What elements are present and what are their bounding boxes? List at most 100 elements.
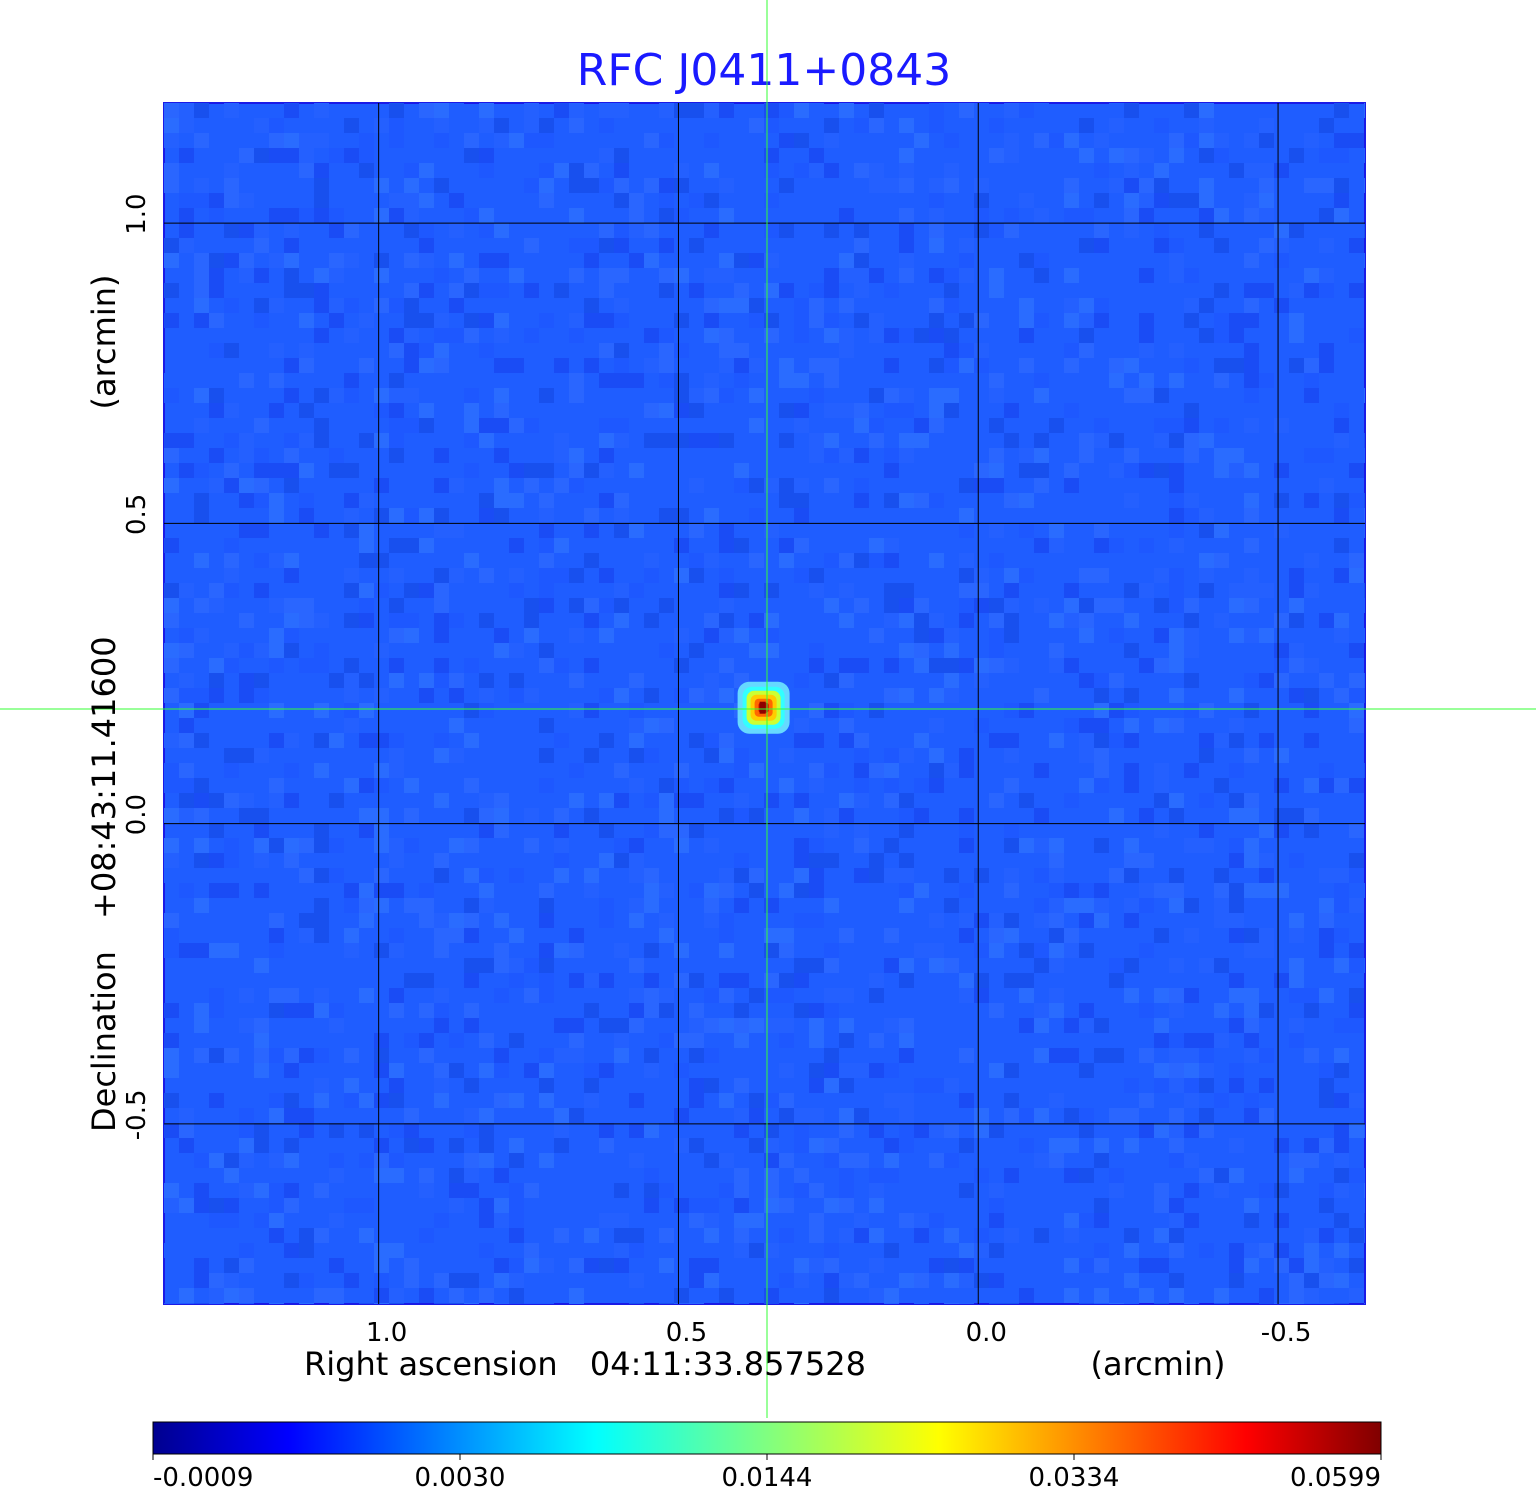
noise-pixel	[209, 1273, 224, 1288]
noise-pixel	[839, 718, 854, 733]
noise-pixel	[599, 673, 614, 688]
noise-pixel	[734, 1213, 749, 1228]
noise-pixel	[1124, 298, 1139, 313]
noise-pixel	[194, 1003, 209, 1018]
noise-pixel	[1019, 1288, 1034, 1303]
noise-pixel	[869, 853, 884, 868]
noise-pixel	[269, 1003, 284, 1018]
noise-pixel	[1259, 373, 1274, 388]
noise-pixel	[1124, 613, 1139, 628]
noise-pixel	[1109, 283, 1124, 298]
noise-pixel	[539, 883, 554, 898]
noise-pixel	[269, 763, 284, 778]
noise-pixel	[539, 973, 554, 988]
noise-pixel	[1109, 673, 1124, 688]
noise-pixel	[479, 223, 494, 238]
noise-pixel	[569, 793, 584, 808]
noise-pixel	[1184, 1153, 1199, 1168]
noise-pixel	[1169, 883, 1184, 898]
noise-pixel	[389, 928, 404, 943]
noise-pixel	[599, 1183, 614, 1198]
noise-pixel	[1199, 508, 1214, 523]
noise-pixel	[1124, 853, 1139, 868]
noise-pixel	[974, 463, 989, 478]
noise-pixel	[224, 388, 239, 403]
noise-pixel	[194, 343, 209, 358]
noise-pixel	[1019, 793, 1034, 808]
noise-pixel	[599, 1138, 614, 1153]
y-axis-name: Declination	[85, 951, 123, 1132]
noise-pixel	[449, 328, 464, 343]
noise-pixel	[1139, 328, 1154, 343]
noise-pixel	[719, 583, 734, 598]
noise-pixel	[839, 838, 854, 853]
noise-pixel	[1079, 1303, 1094, 1304]
noise-pixel	[929, 718, 944, 733]
noise-pixel	[494, 448, 509, 463]
noise-pixel	[1274, 283, 1289, 298]
noise-pixel	[389, 208, 404, 223]
noise-pixel	[1184, 493, 1199, 508]
colorbar-tick-label: 0.0599	[1290, 1463, 1381, 1493]
noise-pixel	[584, 598, 599, 613]
noise-pixel	[674, 838, 689, 853]
noise-pixel	[824, 1258, 839, 1273]
noise-pixel	[899, 598, 914, 613]
noise-pixel	[269, 1198, 284, 1213]
noise-pixel	[464, 853, 479, 868]
noise-pixel	[464, 553, 479, 568]
noise-pixel	[734, 628, 749, 643]
noise-pixel	[764, 328, 779, 343]
noise-pixel	[1199, 118, 1214, 133]
noise-pixel	[554, 358, 569, 373]
noise-pixel	[944, 1303, 959, 1304]
noise-pixel	[989, 1198, 1004, 1213]
noise-pixel	[809, 703, 824, 718]
noise-pixel	[404, 328, 419, 343]
noise-pixel	[374, 1003, 389, 1018]
noise-pixel	[569, 1078, 584, 1093]
noise-pixel	[374, 1153, 389, 1168]
noise-pixel	[989, 1003, 1004, 1018]
noise-pixel	[479, 1198, 494, 1213]
noise-pixel	[284, 988, 299, 1003]
noise-pixel	[224, 883, 239, 898]
noise-pixel	[899, 148, 914, 163]
noise-pixel	[449, 703, 464, 718]
noise-pixel	[1304, 823, 1319, 838]
noise-pixel	[1034, 478, 1049, 493]
noise-pixel	[1154, 223, 1169, 238]
noise-pixel	[404, 358, 419, 373]
noise-pixel	[899, 1273, 914, 1288]
noise-pixel	[614, 103, 629, 118]
noise-pixel	[764, 793, 779, 808]
noise-pixel	[464, 403, 479, 418]
noise-pixel	[674, 343, 689, 358]
noise-pixel	[824, 478, 839, 493]
noise-pixel	[1244, 1153, 1259, 1168]
noise-pixel	[554, 658, 569, 673]
noise-pixel	[959, 658, 974, 673]
noise-pixel	[239, 523, 254, 538]
noise-pixel	[449, 1183, 464, 1198]
noise-pixel	[1004, 988, 1019, 1003]
noise-pixel	[1169, 658, 1184, 673]
noise-pixel	[659, 1288, 674, 1303]
noise-pixel	[1079, 673, 1094, 688]
noise-pixel	[1019, 838, 1034, 853]
noise-pixel	[1334, 508, 1349, 523]
noise-pixel	[809, 958, 824, 973]
noise-pixel	[539, 343, 554, 358]
noise-pixel	[539, 1168, 554, 1183]
noise-pixel	[1214, 1078, 1229, 1093]
noise-pixel	[224, 853, 239, 868]
noise-pixel	[269, 928, 284, 943]
noise-pixel	[314, 298, 329, 313]
noise-pixel	[1124, 763, 1139, 778]
noise-pixel	[569, 1288, 584, 1303]
noise-pixel	[299, 1228, 314, 1243]
noise-pixel	[749, 388, 764, 403]
noise-pixel	[164, 853, 179, 868]
noise-pixel	[884, 1138, 899, 1153]
noise-pixel	[1214, 523, 1229, 538]
